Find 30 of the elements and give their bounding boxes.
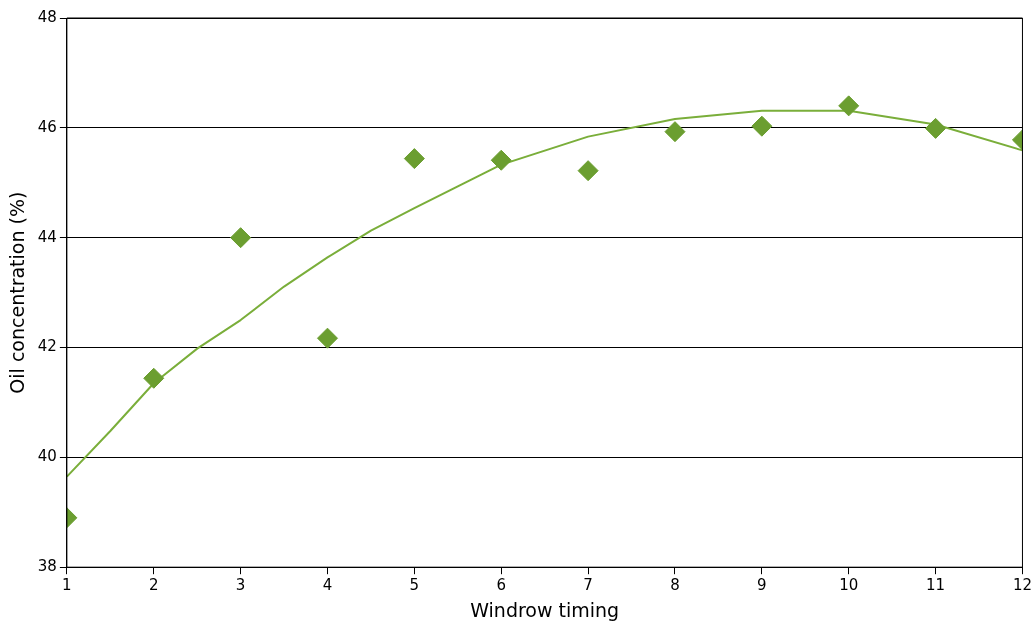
y-tick-label: 42	[37, 337, 57, 356]
x-tick-label: 4	[322, 576, 333, 595]
x-tick-label: 12	[1012, 576, 1032, 595]
x-tick-label: 9	[757, 576, 767, 595]
x-tick-label: 6	[496, 576, 507, 595]
x-tick-label: 7	[583, 576, 593, 595]
point	[490, 149, 512, 171]
x-tick-label: 8	[670, 576, 680, 595]
point	[838, 95, 860, 117]
x-tick-label: 2	[148, 576, 159, 595]
y-tick-label: 46	[37, 117, 57, 136]
x-axis-title: Windrow timing	[470, 598, 620, 621]
point	[230, 227, 252, 249]
x-tick-label: 10	[839, 576, 859, 595]
point	[664, 121, 686, 143]
point	[925, 117, 947, 139]
x-tick-label: 11	[926, 576, 946, 595]
y-tick-label: 44	[37, 227, 57, 246]
point	[143, 367, 165, 389]
point	[403, 148, 425, 170]
point	[317, 327, 338, 349]
x-tick-label: 1	[62, 576, 72, 595]
x-tick-label: 5	[409, 576, 420, 595]
x-tick-label: 3	[235, 576, 246, 595]
point	[751, 115, 773, 137]
y-axis-title: Oil concentration (%)	[6, 191, 29, 394]
y-tick-label: 40	[37, 447, 57, 466]
y-tick-label: 48	[37, 7, 57, 26]
point	[577, 160, 599, 182]
y-tick-label: 38	[37, 557, 57, 576]
